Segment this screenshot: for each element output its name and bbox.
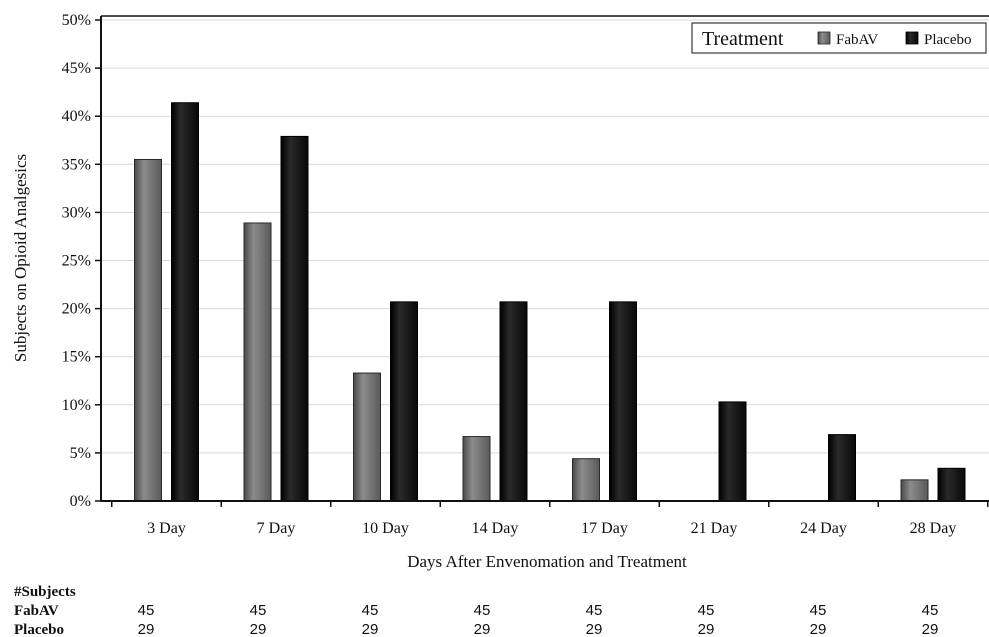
subjects-table-cells: 45 45 45 45 45 45 45 45 29 29 29 29 29 29 29 29: [138, 602, 939, 637]
y-axis-title: Subjects on Opioid Analgesics: [11, 154, 30, 362]
y-tick-label: 30%: [62, 204, 91, 221]
y-tick-label: 35%: [62, 156, 91, 173]
x-tick-label: 24 Day: [800, 520, 847, 537]
y-tick-label: 10%: [62, 397, 91, 414]
bar-fabav-17-day: [572, 458, 600, 502]
y-tick-label: 45%: [62, 60, 91, 77]
bar-fabav-28-day: [900, 479, 929, 502]
x-tick-label: 14 Day: [472, 520, 519, 537]
y-tick-labels: 0% 5% 10% 15% 20% 25% 30% 35% 40% 45% 50%: [62, 12, 91, 510]
x-tick-label: 10 Day: [362, 520, 409, 537]
subjects-table-cell: 45: [810, 602, 827, 619]
y-tick-label: 15%: [62, 349, 91, 366]
subjects-table-cell: 45: [474, 602, 491, 619]
bar-placebo-10-day: [390, 301, 418, 502]
subjects-table-cell: 29: [250, 621, 267, 637]
subjects-table-cell: 45: [250, 602, 267, 619]
subjects-table-cell: 29: [586, 621, 603, 637]
axes: [100, 15, 989, 502]
x-tick-label: 21 Day: [691, 520, 738, 537]
bar-fabav-3-day: [134, 158, 162, 502]
y-tick-label: 0%: [70, 493, 91, 510]
subjects-table-cell: 45: [586, 602, 603, 619]
subjects-table-cell: 45: [922, 602, 939, 619]
legend-swatch-fabav: [817, 31, 831, 45]
subjects-row-label-fabav: FabAV: [14, 603, 59, 619]
subjects-table-cell: 29: [810, 621, 827, 637]
subjects-table-cell: 29: [474, 621, 491, 637]
x-tick-label: 28 Day: [910, 520, 957, 537]
x-tick-label: 3 Day: [147, 520, 186, 537]
bar-placebo-28-day: [937, 467, 966, 502]
bar-fabav-14-day: [462, 436, 491, 502]
subjects-table-cell: 29: [362, 621, 379, 637]
bar-fabav-10-day: [353, 372, 381, 502]
subjects-table: #Subjects FabAV Placebo 45 45 45 45 45 45 45 45…: [14, 584, 938, 637]
x-tick-label: 7 Day: [257, 520, 296, 537]
bar-placebo-21-day: [718, 401, 747, 502]
subjects-row-label-placebo: Placebo: [14, 622, 64, 637]
subjects-table-cell: 45: [362, 602, 379, 619]
y-tick-label: 5%: [70, 445, 91, 462]
legend-swatch-placebo: [905, 31, 919, 45]
y-tick-label: 25%: [62, 253, 91, 270]
bar-placebo-7-day: [280, 135, 309, 502]
subjects-table-header: #Subjects: [14, 584, 76, 600]
bar-placebo-14-day: [499, 301, 528, 502]
gridlines: [95, 19, 989, 502]
x-tick-labels: 3 Day 7 Day 10 Day 14 Day 17 Day 21 Day 24 Day…: [111, 501, 989, 537]
legend: Treatment FabAV Placebo: [691, 22, 987, 54]
y-tick-label: 40%: [62, 108, 91, 125]
bar-placebo-24-day: [828, 434, 856, 502]
subjects-table-cell: 45: [698, 602, 715, 619]
subjects-table-cell: 45: [138, 602, 155, 619]
subjects-table-cell: 29: [138, 621, 155, 637]
x-axis-title: Days After Envenomation and Treatment: [407, 552, 687, 571]
y-tick-label: 50%: [62, 12, 91, 29]
legend-label-fabav: FabAV: [836, 32, 878, 48]
legend-box: [691, 22, 987, 54]
legend-label-placebo: Placebo: [924, 32, 971, 48]
x-tick-label: 17 Day: [581, 520, 628, 537]
subjects-table-cell: 29: [922, 621, 939, 637]
bars-group: [134, 102, 966, 502]
legend-title: Treatment: [702, 28, 784, 50]
subjects-table-cell: 29: [698, 621, 715, 637]
bar-placebo-17-day: [609, 301, 637, 502]
bar-placebo-3-day: [171, 102, 199, 502]
y-tick-label: 20%: [62, 301, 91, 318]
bar-fabav-7-day: [243, 222, 272, 502]
